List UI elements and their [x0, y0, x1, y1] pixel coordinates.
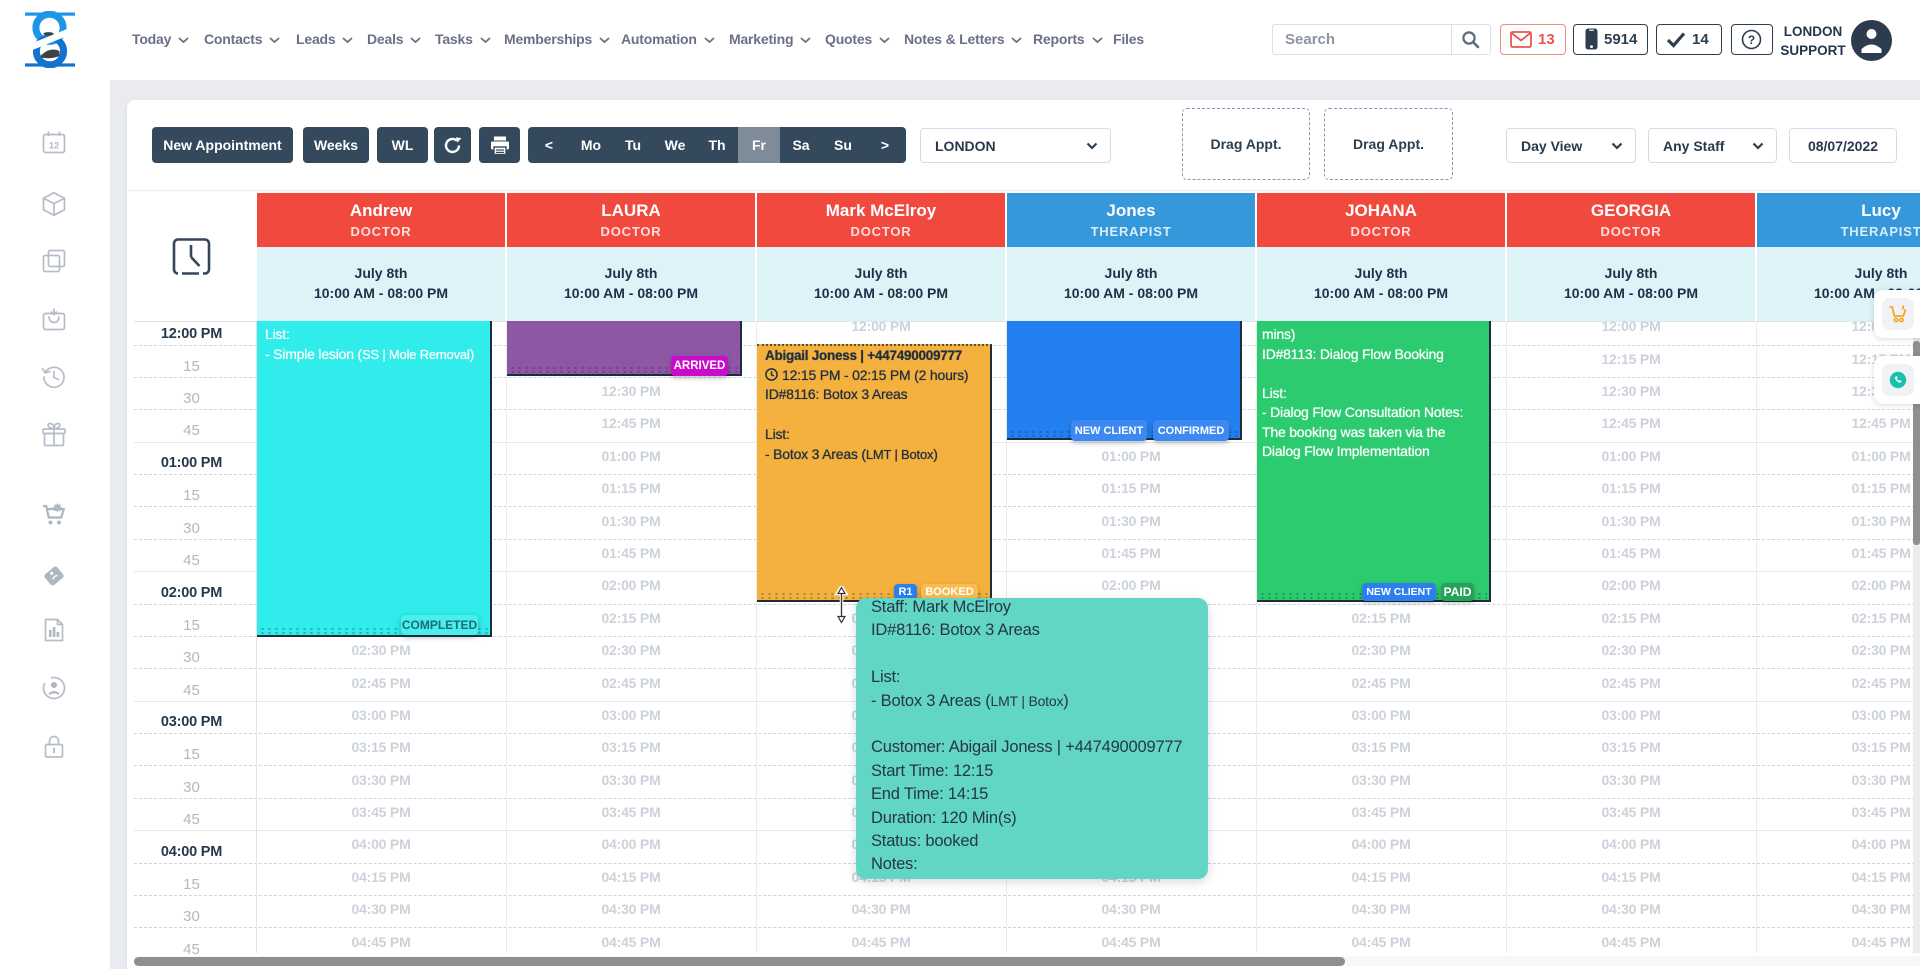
svg-text:?: ? [1748, 33, 1755, 47]
svg-text:12: 12 [49, 141, 60, 152]
